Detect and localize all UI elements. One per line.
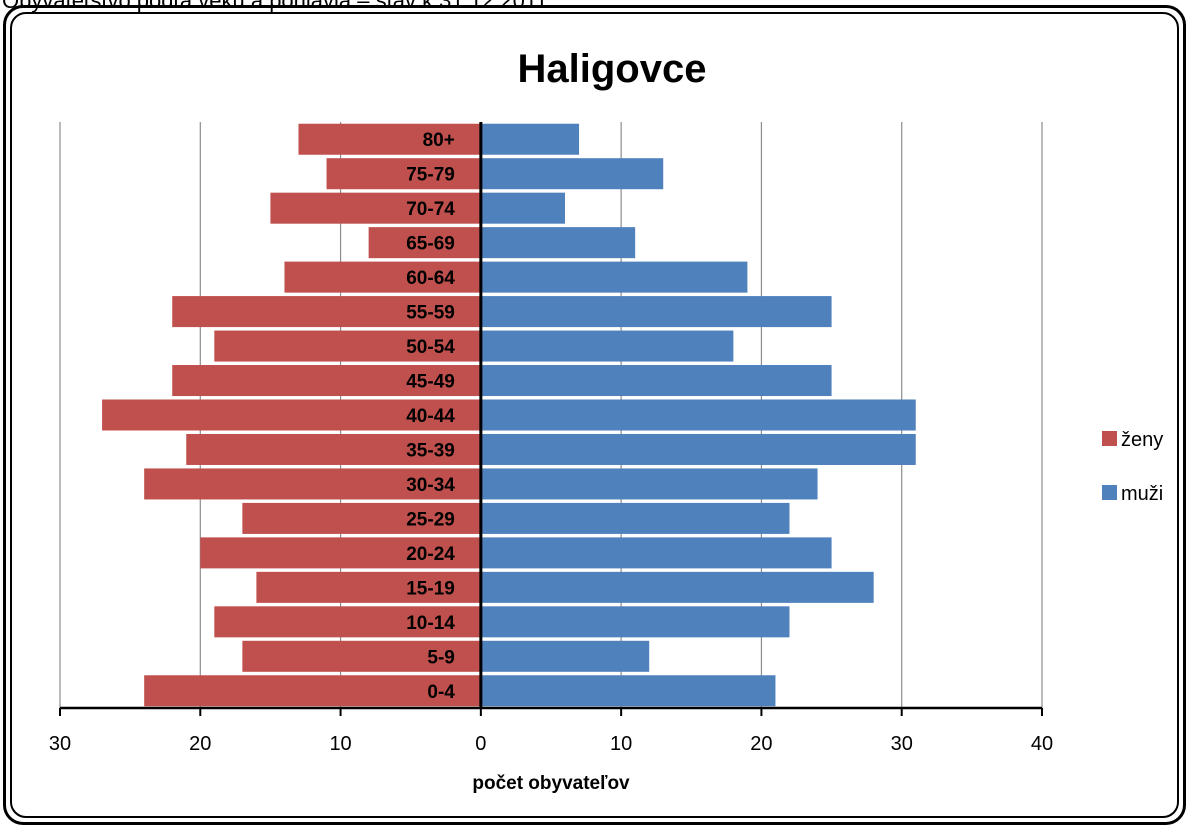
category-label: 15-19 — [406, 578, 455, 599]
category-label: 25-29 — [406, 509, 455, 530]
bar-male-20-24 — [480, 537, 832, 569]
bar-female-40-44 — [102, 399, 481, 431]
legend-swatch — [1102, 485, 1117, 500]
category-label: 65-69 — [406, 234, 455, 255]
bar-male-75-79 — [480, 158, 664, 190]
category-label: 0-4 — [427, 682, 455, 703]
bar-male-0-4 — [480, 675, 776, 707]
bar-female-65-69 — [368, 227, 481, 259]
bar-male-25-29 — [480, 502, 790, 534]
bar-male-55-59 — [480, 296, 832, 328]
chart-frame-outer — [3, 5, 1186, 825]
bar-female-15-19 — [256, 571, 481, 603]
legend: ženy muži — [1102, 429, 1163, 505]
bar-female-75-79 — [326, 158, 481, 190]
bar-female-25-29 — [242, 502, 481, 534]
bar-female-20-24 — [200, 537, 481, 569]
x-tick-label: 30 — [891, 733, 913, 755]
bar-female-0-4 — [144, 675, 481, 707]
category-labels: 0-4 5-9 10-14 15-19 20-24 25-29 30-34 35-39 40-4… — [406, 130, 455, 703]
category-label: 60-64 — [406, 268, 455, 289]
category-label: 50-54 — [406, 337, 455, 358]
category-label: 35-39 — [406, 440, 455, 461]
x-tick-label: 0 — [475, 733, 486, 755]
legend-label: ženy — [1121, 429, 1163, 451]
bar-male-70-74 — [480, 192, 566, 224]
bar-male-15-19 — [480, 571, 874, 603]
chart-title: Haligovce — [518, 47, 707, 91]
bar-male-35-39 — [480, 433, 916, 465]
x-tick-label: 20 — [750, 733, 772, 755]
bars — [102, 123, 916, 707]
x-tick-labels: 30 20 10 0 10 20 30 40 — [49, 733, 1053, 755]
category-label: 10-14 — [406, 613, 455, 634]
x-tick-label: 30 — [49, 733, 71, 755]
bar-female-55-59 — [172, 296, 481, 328]
legend-label: muži — [1121, 483, 1163, 505]
axes — [59, 122, 1043, 716]
category-label: 75-79 — [406, 165, 455, 186]
chart-frame-inner — [10, 12, 1179, 818]
category-label: 5-9 — [427, 647, 454, 668]
bar-female-5-9 — [242, 640, 481, 672]
category-label: 20-24 — [406, 544, 455, 565]
bar-male-30-34 — [480, 468, 818, 500]
bar-male-45-49 — [480, 365, 832, 397]
bar-female-70-74 — [270, 192, 481, 224]
bar-male-65-69 — [480, 227, 636, 259]
bar-male-40-44 — [480, 399, 916, 431]
category-label: 30-34 — [406, 475, 455, 496]
x-tick-label: 10 — [329, 733, 351, 755]
category-label: 55-59 — [406, 303, 455, 324]
category-label: 80+ — [423, 130, 455, 151]
bar-male-10-14 — [480, 606, 790, 638]
bar-male-5-9 — [480, 640, 650, 672]
bar-female-80+ — [298, 123, 481, 155]
bar-male-60-64 — [480, 261, 748, 293]
bar-female-10-14 — [214, 606, 481, 638]
x-tick-label: 20 — [189, 733, 211, 755]
bar-female-50-54 — [214, 330, 481, 362]
bar-male-50-54 — [480, 330, 734, 362]
bar-female-60-64 — [284, 261, 481, 293]
bar-female-35-39 — [186, 433, 481, 465]
x-tick-label: 10 — [610, 733, 632, 755]
category-label: 70-74 — [406, 199, 455, 220]
bar-female-45-49 — [172, 365, 481, 397]
category-label: 40-44 — [406, 406, 455, 427]
x-axis-label: počet obyvateľov — [472, 773, 630, 794]
category-label: 45-49 — [406, 372, 455, 393]
bar-male-80+ — [480, 123, 580, 155]
legend-swatch — [1102, 431, 1117, 446]
x-tick-label: 40 — [1031, 733, 1053, 755]
bar-female-30-34 — [144, 468, 481, 500]
